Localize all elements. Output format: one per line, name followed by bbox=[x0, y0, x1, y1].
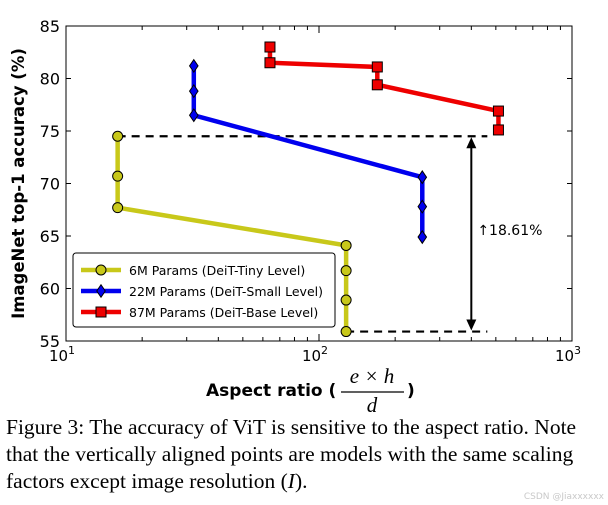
caption-resolution-symbol: I bbox=[287, 469, 295, 493]
plot-frame bbox=[65, 25, 573, 342]
y-tick-label: 60 bbox=[40, 280, 60, 299]
legend-marker-1 bbox=[95, 264, 107, 276]
data-point-series-3 bbox=[264, 57, 276, 69]
x-tick-label: 103 bbox=[555, 344, 581, 365]
y-axis-label: ImageNet top-1 accuracy (%) bbox=[9, 48, 28, 319]
data-point-series-2 bbox=[188, 83, 199, 99]
data-point-series-1 bbox=[340, 265, 352, 277]
legend-label-1: 6M Params (DeiT-Tiny Level) bbox=[129, 263, 305, 278]
data-point-series-2 bbox=[188, 58, 199, 74]
y-tick-label: 85 bbox=[40, 17, 60, 36]
series-line-3 bbox=[267, 47, 501, 130]
y-tick-label: 80 bbox=[40, 70, 60, 89]
y-tick-label: 75 bbox=[40, 122, 60, 141]
data-point-series-1 bbox=[340, 326, 352, 338]
data-point-series-1 bbox=[112, 130, 124, 142]
x-axis-label-suffix: ) bbox=[407, 381, 415, 401]
legend-box bbox=[72, 252, 336, 328]
x-tick-label: 102 bbox=[302, 344, 328, 365]
data-point-series-3 bbox=[371, 79, 383, 91]
data-point-series-1 bbox=[340, 239, 352, 251]
x-tick-label: 101 bbox=[49, 344, 75, 365]
y-tick-label: 65 bbox=[40, 227, 60, 246]
accuracy-chart: ↑18.61% 6M Params (DeiT-Tiny Level) 22M P… bbox=[9, 17, 581, 412]
legend-label-2: 22M Params (DeiT-Small Level) bbox=[129, 284, 323, 299]
x-axis-label-numerator: e × h bbox=[350, 364, 395, 388]
x-axis-label-prefix: Aspect ratio ( bbox=[206, 381, 336, 401]
legend-marker-2 bbox=[96, 283, 106, 299]
data-point-series-3 bbox=[371, 61, 383, 73]
data-point-series-2 bbox=[417, 170, 428, 185]
figure-caption-text: Figure 3: The accuracy of ViT is sensiti… bbox=[6, 415, 577, 493]
gap-arrow-head-bottom bbox=[466, 319, 477, 331]
gap-arrow-head-top bbox=[466, 137, 477, 149]
data-point-series-1 bbox=[340, 294, 352, 306]
data-point-series-2 bbox=[417, 229, 428, 245]
series-line-2 bbox=[191, 65, 425, 238]
data-point-series-2 bbox=[188, 108, 199, 123]
data-point-series-1 bbox=[112, 170, 124, 182]
data-point-series-3 bbox=[492, 105, 504, 117]
y-tick-label: 55 bbox=[40, 332, 60, 351]
gap-annotation-label: ↑18.61% bbox=[477, 223, 542, 239]
data-point-series-1 bbox=[112, 202, 124, 214]
y-tick-label: 70 bbox=[40, 175, 60, 194]
data-point-series-3 bbox=[492, 124, 504, 136]
x-axis-label-denominator: d bbox=[367, 393, 378, 412]
legend-marker-3 bbox=[95, 306, 107, 318]
figure-caption: Figure 3: The accuracy of ViT is sensiti… bbox=[6, 414, 606, 495]
data-point-series-3 bbox=[264, 41, 276, 53]
data-point-series-2 bbox=[417, 199, 428, 214]
watermark: CSDN @Jiaxxxxxx bbox=[523, 492, 604, 502]
caption-end: ). bbox=[294, 469, 308, 493]
legend-label-3: 87M Params (DeiT-Base Level) bbox=[129, 305, 318, 320]
